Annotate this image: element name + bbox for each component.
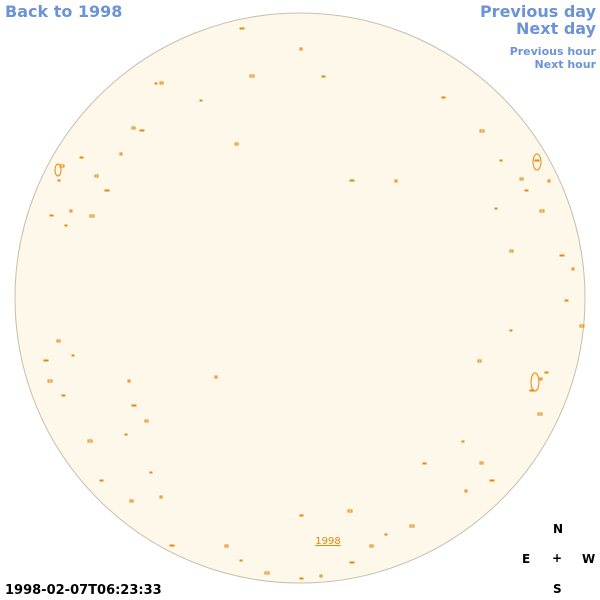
magnetic-speck xyxy=(537,412,543,416)
magnetic-speck xyxy=(534,159,540,162)
magnetic-speck xyxy=(249,74,255,78)
magnetic-speck xyxy=(129,499,134,503)
magnetic-speck xyxy=(559,254,565,257)
magnetic-region xyxy=(54,163,62,177)
magnetic-speck xyxy=(159,81,164,85)
magnetic-speck xyxy=(154,82,158,85)
magnetic-speck xyxy=(49,214,54,217)
magnetic-speck xyxy=(499,159,503,162)
magnetic-speck xyxy=(369,544,374,548)
previous-hour-link[interactable]: Previous hour xyxy=(509,45,596,58)
magnetic-speck xyxy=(347,509,353,513)
magnetic-speck xyxy=(87,439,93,443)
magnetic-speck xyxy=(489,479,495,482)
magnetic-speck xyxy=(224,544,229,548)
magnetic-speck xyxy=(579,324,585,328)
magnetic-speck xyxy=(319,574,323,578)
magnetic-speck xyxy=(519,177,524,181)
compass-south: S xyxy=(553,582,562,596)
magnetic-speck xyxy=(43,359,49,362)
magnetic-speck xyxy=(144,419,149,423)
magnetic-speck xyxy=(422,462,427,465)
magnetic-speck xyxy=(349,179,355,182)
compass-west: W xyxy=(582,552,596,566)
magnetic-speck xyxy=(494,207,498,210)
back-year-link[interactable]: Back to 1998 xyxy=(5,2,123,21)
timestamp: 1998-02-07T06:23:33 xyxy=(5,583,162,598)
magnetic-speck xyxy=(169,544,175,547)
magnetic-speck xyxy=(441,96,446,99)
magnetic-speck xyxy=(89,214,95,218)
magnetic-speck xyxy=(509,249,514,253)
magnetic-speck xyxy=(464,489,468,493)
compass-north: N xyxy=(553,522,564,536)
magnetic-speck xyxy=(524,189,529,192)
compass-center: + xyxy=(552,551,563,565)
magnetic-speck xyxy=(61,394,66,397)
magnetic-speck xyxy=(69,209,73,213)
magnetic-speck xyxy=(159,495,163,499)
magnetic-speck xyxy=(139,129,145,132)
magnetic-speck xyxy=(94,174,99,178)
magnetic-speck xyxy=(409,524,415,528)
magnetic-speck xyxy=(299,47,303,51)
magnetic-speck xyxy=(571,267,575,271)
sun-disk xyxy=(14,12,586,584)
magnetic-speck xyxy=(56,339,61,343)
magnetic-speck xyxy=(57,179,61,182)
magnetic-speck xyxy=(131,404,137,407)
magnetic-speck xyxy=(99,479,104,482)
magnetic-speck xyxy=(79,156,84,159)
magnetic-speck xyxy=(104,189,110,192)
magnetic-speck xyxy=(149,471,153,474)
magnetic-speck xyxy=(544,371,549,374)
magnetic-speck xyxy=(127,379,131,383)
magnetic-speck xyxy=(71,354,75,357)
magnetic-speck xyxy=(539,209,545,213)
magnetic-features xyxy=(43,27,585,580)
magnetic-speck xyxy=(394,179,398,183)
magnetic-speck xyxy=(131,126,136,130)
magnetic-region xyxy=(532,153,542,171)
magnetic-speck xyxy=(564,299,569,302)
magnetic-speck xyxy=(239,559,243,562)
magnetic-speck xyxy=(199,99,203,102)
magnetic-region xyxy=(530,372,540,392)
magnetic-speck xyxy=(299,577,304,580)
magnetic-speck xyxy=(349,561,355,564)
magnetic-speck xyxy=(461,440,465,443)
magnetic-speck xyxy=(479,129,485,133)
magnetic-speck xyxy=(299,514,304,517)
magnetic-speck xyxy=(264,571,270,575)
magnetic-speck xyxy=(539,377,543,381)
previous-day-link[interactable]: Previous day xyxy=(479,2,596,21)
compass-east: E xyxy=(522,552,531,566)
magnetic-speck xyxy=(477,359,482,363)
magnetic-speck xyxy=(47,379,53,383)
next-day-link[interactable]: Next day xyxy=(516,19,596,38)
magnetic-speck xyxy=(64,224,68,227)
magnetic-speck xyxy=(509,329,513,332)
magnetic-speck xyxy=(321,75,326,78)
magnetic-speck xyxy=(479,461,484,465)
next-hour-link[interactable]: Next hour xyxy=(534,58,597,71)
magnetic-speck xyxy=(234,142,239,146)
magnetic-speck xyxy=(547,179,551,183)
magnetic-speck xyxy=(384,533,388,536)
magnetic-speck xyxy=(119,152,123,156)
disk-year-link[interactable]: 1998 xyxy=(315,536,340,547)
magnetic-speck xyxy=(124,433,128,436)
magnetic-speck xyxy=(239,27,245,30)
magnetic-speck xyxy=(214,375,218,379)
